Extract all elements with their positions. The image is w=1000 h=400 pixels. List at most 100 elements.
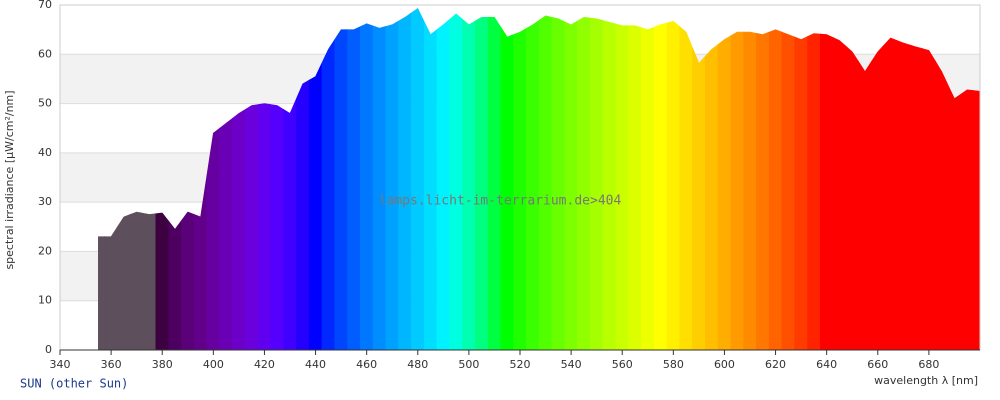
spectrum-band bbox=[845, 45, 859, 351]
x-tick-label: 560 bbox=[612, 358, 633, 371]
y-tick-label: 70 bbox=[38, 0, 52, 11]
spectrum-band bbox=[794, 36, 808, 351]
x-tick-label: 620 bbox=[765, 358, 786, 371]
spectrum-band bbox=[666, 20, 681, 351]
x-tick-label: 680 bbox=[918, 358, 939, 371]
spectrum-band bbox=[551, 16, 566, 351]
x-tick-label: 500 bbox=[458, 358, 479, 371]
spectrum-band bbox=[883, 37, 898, 351]
spectrum-band bbox=[449, 13, 463, 351]
spectrum-band bbox=[526, 19, 540, 351]
x-tick-label: 380 bbox=[152, 358, 173, 371]
y-tick-label: 20 bbox=[38, 244, 52, 257]
spectrum-band bbox=[334, 29, 348, 351]
spectrum-band bbox=[142, 212, 157, 351]
spectrum-band bbox=[743, 31, 757, 351]
y-tick-label: 10 bbox=[38, 294, 52, 307]
x-tick-label: 420 bbox=[254, 358, 275, 371]
spectrum-band bbox=[909, 44, 923, 351]
spectrum-band bbox=[296, 79, 310, 351]
spectrum-band bbox=[602, 20, 617, 351]
spectrum-band bbox=[117, 214, 131, 351]
spectrum-band bbox=[756, 31, 770, 351]
x-axis-label: wavelength λ [nm] bbox=[874, 374, 978, 387]
caption: SUN (other Sun) bbox=[20, 377, 128, 391]
spectrum-band bbox=[653, 22, 668, 351]
spectrum-band bbox=[487, 17, 502, 351]
spectrum-band bbox=[411, 8, 425, 351]
spectrum-band bbox=[819, 33, 834, 351]
x-tick-label: 660 bbox=[867, 358, 888, 371]
spectrum-band bbox=[679, 26, 693, 351]
spectrum-band bbox=[359, 23, 374, 351]
spectrum-band bbox=[922, 48, 936, 351]
spectrum-band bbox=[704, 43, 719, 351]
spectrum-band bbox=[321, 38, 336, 351]
spectrum-band bbox=[589, 17, 604, 351]
y-tick-label: 60 bbox=[38, 47, 52, 60]
spectrum-band bbox=[98, 236, 106, 351]
spectrum-band bbox=[807, 33, 821, 351]
spectrum-band bbox=[308, 62, 323, 351]
spectrum-band bbox=[973, 90, 981, 351]
y-tick-label: 40 bbox=[38, 146, 52, 159]
spectrum-band bbox=[104, 225, 118, 351]
spectrum-band bbox=[398, 12, 412, 351]
spectrum-band bbox=[896, 40, 911, 351]
spectrum-band bbox=[168, 219, 182, 351]
spectrum-band bbox=[781, 31, 796, 351]
spectrum-band bbox=[423, 21, 438, 351]
spectrum-band bbox=[462, 18, 476, 351]
spectrum-band bbox=[934, 59, 949, 351]
spectrum-band bbox=[219, 117, 233, 351]
x-tick-label: 460 bbox=[356, 358, 377, 371]
spectrum-band bbox=[500, 26, 514, 351]
spectrum-band bbox=[832, 37, 847, 351]
y-axis-label: spectral irradiance [µW/cm²/nm] bbox=[3, 90, 16, 269]
x-tick-label: 520 bbox=[510, 358, 531, 371]
x-tick-label: 540 bbox=[561, 358, 582, 371]
x-tick-label: 480 bbox=[407, 358, 428, 371]
y-tick-label: 0 bbox=[45, 343, 52, 356]
spectrum-band bbox=[436, 18, 451, 351]
spectrum-band bbox=[615, 23, 629, 351]
spectrum-band bbox=[768, 29, 783, 351]
x-tick-label: 580 bbox=[663, 358, 684, 371]
spectrum-band bbox=[947, 84, 962, 351]
y-tick-label: 50 bbox=[38, 97, 52, 110]
x-tick-label: 640 bbox=[816, 358, 837, 371]
y-tick-label: 30 bbox=[38, 195, 52, 208]
spectrum-band bbox=[232, 108, 246, 351]
spectrum-band bbox=[257, 103, 272, 351]
spectrum-band bbox=[960, 89, 974, 351]
x-tick-label: 600 bbox=[714, 358, 735, 371]
spectrum-band bbox=[474, 17, 489, 351]
spectrum-band bbox=[347, 26, 361, 351]
spectrum-band bbox=[628, 25, 642, 351]
spectrum-band bbox=[206, 127, 221, 351]
spectrum-band bbox=[730, 31, 744, 351]
spectrum-band bbox=[538, 15, 553, 351]
spectrum-band bbox=[577, 17, 591, 351]
x-tick-label: 360 bbox=[101, 358, 122, 371]
spectrum-band bbox=[283, 98, 297, 351]
spectrum-band bbox=[155, 212, 169, 351]
spectrum-band bbox=[871, 44, 885, 351]
spectrum-band bbox=[270, 104, 284, 351]
x-tick-label: 440 bbox=[305, 358, 326, 371]
spectrum-band bbox=[564, 20, 578, 351]
spectrum-band bbox=[692, 47, 706, 351]
spectrum-band bbox=[513, 27, 527, 351]
spectrum-band bbox=[372, 25, 387, 351]
spectrum-band bbox=[181, 211, 195, 351]
spectrum-band bbox=[244, 104, 259, 351]
x-tick-label: 400 bbox=[203, 358, 224, 371]
spectrum-band bbox=[641, 26, 655, 351]
spectrum-band bbox=[858, 60, 872, 351]
x-tick-label: 340 bbox=[50, 358, 71, 371]
spectrum-band bbox=[717, 35, 732, 351]
spectrum-band bbox=[129, 211, 144, 351]
watermark: lamps.licht-im-terrarium.de>404 bbox=[379, 194, 622, 209]
spectrum-band bbox=[385, 20, 399, 351]
